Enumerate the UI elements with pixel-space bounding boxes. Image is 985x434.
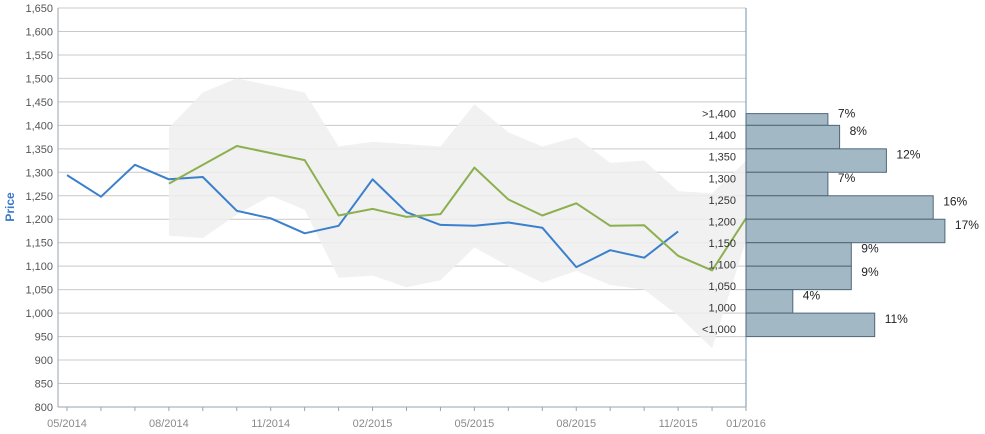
distribution-bin-label: 1,300 (708, 173, 736, 185)
x-tick-label: 01/2016 (726, 418, 766, 430)
distribution-bar (745, 113, 829, 126)
distribution-pct-label: 9% (861, 265, 879, 279)
distribution-bin-label: 1,350 (708, 152, 736, 164)
distribution-bar (745, 171, 829, 197)
y-tick-label: 1,400 (25, 120, 53, 132)
y-tick-label: 1,300 (25, 167, 53, 179)
distribution-pct-label: 16% (943, 195, 967, 209)
axis-layer: 800 850 900 950 1,000 1,050 1,100 1,150 1,200 1,2… (25, 3, 765, 430)
y-tick-label: 1,450 (25, 97, 53, 109)
distribution-bin-label: >1,400 (702, 109, 736, 121)
x-tick-label: 08/2015 (556, 418, 596, 430)
distribution-bin-label: 1,000 (708, 303, 736, 315)
x-tick-label: 11/2015 (659, 418, 698, 430)
y-tick-label: 1,150 (25, 238, 53, 250)
distribution-pct-label: 7% (838, 171, 856, 185)
y-tick-label: 950 (35, 332, 53, 344)
distribution-bin-label: 1,200 (708, 216, 736, 228)
distribution-bar (745, 148, 887, 173)
range-band-layer (168, 78, 746, 349)
distribution-bin-label: 1,100 (708, 259, 736, 271)
distribution-bar (745, 242, 852, 267)
distribution-bin-label: 1,050 (708, 281, 736, 293)
y-tick-label: 1,600 (25, 26, 53, 38)
distribution-pct-label: 4% (803, 288, 821, 302)
distribution-bin-label: 1,250 (708, 195, 736, 207)
y-tick-label: 1,000 (25, 308, 53, 320)
distribution-layer: 7% >1,400 8% 1,400 12% 1,350 7% 1,300 16% 1,250 17… (702, 106, 979, 338)
distribution-bin-label: 1,150 (708, 238, 736, 250)
distribution-bar (745, 289, 794, 314)
distribution-bar (745, 218, 946, 244)
x-tick-label: 02/2015 (353, 418, 393, 430)
y-tick-label: 1,350 (25, 144, 53, 156)
y-tick-label: 1,250 (25, 191, 53, 203)
distribution-pct-label: 17% (955, 218, 979, 232)
distribution-bin-label: <1,000 (702, 324, 736, 336)
y-tick-label: 1,500 (25, 73, 53, 85)
y-tick-label: 900 (35, 355, 53, 367)
distribution-pct-label: 8% (850, 124, 868, 138)
x-tick-label: 11/2014 (251, 418, 290, 430)
distribution-pct-label: 9% (861, 241, 879, 255)
series-line-2 (168, 145, 747, 272)
distribution-bar (745, 265, 852, 291)
range-band (168, 78, 746, 349)
y-tick-label: 1,650 (25, 3, 53, 15)
distribution-bar (745, 124, 841, 150)
y-tick-label: 1,200 (25, 214, 53, 226)
x-tick-label: 05/2015 (455, 418, 495, 430)
distribution-pct-label: 7% (838, 106, 856, 120)
y-tick-label: 1,100 (25, 261, 53, 273)
series-line-1 (66, 163, 679, 269)
y-tick-label: 1,050 (25, 285, 53, 297)
y-tick-label: 1,550 (25, 50, 53, 62)
distribution-pct-label: 12% (896, 148, 920, 162)
y-tick-label: 800 (35, 402, 53, 414)
y-axis-label: Price (3, 192, 17, 222)
distribution-bar (745, 312, 876, 338)
distribution-bin-label: 1,400 (708, 130, 736, 142)
y-tick-label: 850 (35, 379, 53, 391)
series-layer (66, 145, 747, 272)
x-tick-label: 05/2014 (47, 418, 87, 430)
distribution-bar (745, 195, 934, 220)
x-tick-label: 08/2014 (149, 418, 189, 430)
distribution-pct-label: 11% (885, 312, 908, 326)
